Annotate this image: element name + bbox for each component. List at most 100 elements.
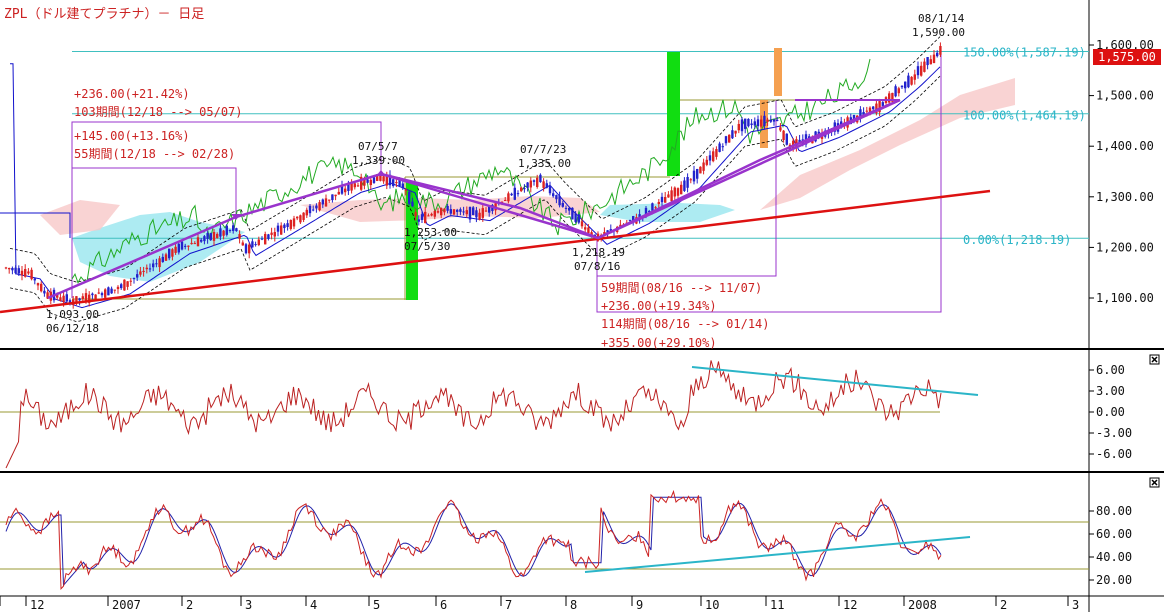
ma-blue-line — [10, 63, 941, 309]
candle-body — [763, 115, 766, 126]
candle-body — [276, 225, 280, 232]
candle-body — [376, 174, 379, 181]
candle-body — [27, 271, 30, 274]
candle-body — [872, 106, 875, 110]
candle-body — [584, 227, 587, 230]
candle-body — [446, 205, 449, 211]
candle-body — [936, 52, 939, 57]
candle-body — [264, 233, 267, 245]
candle-body — [30, 269, 33, 280]
candle-body — [171, 249, 174, 257]
candle-body — [507, 193, 510, 202]
candle-body — [760, 119, 763, 127]
candle-body — [302, 212, 305, 220]
candle-body — [296, 216, 299, 219]
candle-body — [731, 130, 734, 139]
candle-body — [174, 246, 177, 253]
candle-body — [84, 293, 88, 303]
candle-body — [286, 223, 289, 228]
candle-body — [750, 123, 753, 125]
candle-body — [587, 227, 590, 234]
candle-body — [785, 133, 788, 145]
candle-body — [769, 119, 772, 122]
candle-body — [155, 263, 158, 265]
chart-title: ZPL（ドル建てプラチナ）－ 日足 — [4, 7, 204, 22]
candle-body — [372, 177, 376, 183]
candle-body — [4, 267, 8, 269]
candle-body — [734, 130, 737, 134]
candle-body — [452, 209, 456, 215]
candle-body — [859, 109, 862, 119]
candle-body — [334, 194, 337, 197]
candle-body — [475, 210, 478, 218]
candle-body — [216, 233, 219, 238]
candle-body — [932, 54, 936, 64]
axes: 1,600.00 1,500.00 1,400.00 1,300.00 1,200.00… — [0, 38, 1154, 612]
candle-body — [97, 292, 100, 294]
pivot-price-label: 1,253.00 — [404, 226, 457, 239]
candle-body — [382, 176, 385, 182]
candle-body — [59, 297, 62, 301]
range-box-114 — [596, 52, 942, 313]
stoch-tick-label: 80.00 — [1096, 504, 1132, 518]
candle-body — [798, 139, 801, 143]
range-note-line: 114期間(08/16 --> 01/14) — [601, 317, 770, 331]
close-icon[interactable] — [1149, 354, 1160, 365]
candle-body — [209, 233, 212, 240]
candle-body — [676, 188, 680, 196]
candle-body — [366, 179, 369, 183]
candle-body — [158, 258, 161, 268]
candlesticks — [4, 42, 942, 309]
candle-body — [132, 278, 136, 280]
candle-body — [619, 224, 622, 227]
candle-body — [456, 209, 459, 212]
month-tick-label: 11 — [770, 598, 784, 612]
stoch-tick-label: 20.00 — [1096, 573, 1132, 587]
candle-body — [888, 93, 891, 103]
candle-body — [737, 123, 740, 131]
candle-body — [510, 193, 513, 196]
candle-body — [516, 193, 520, 195]
pivot-date-label: 07/7/23 — [520, 143, 566, 156]
month-tick-label: 10 — [705, 598, 719, 612]
month-tick-label: 3 — [245, 598, 252, 612]
osc-tick-label: -6.00 — [1096, 447, 1132, 461]
candle-body — [916, 66, 920, 76]
osc-tick-label: 6.00 — [1096, 363, 1125, 377]
candle-body — [8, 268, 11, 270]
candle-body — [568, 207, 571, 211]
band-upper-line — [9, 36, 941, 283]
candle-body — [523, 188, 526, 190]
candle-body — [430, 213, 433, 216]
month-tick-label: 2007 — [112, 598, 141, 612]
candle-body — [644, 207, 648, 215]
candle-body — [648, 211, 651, 213]
candle-body — [161, 256, 164, 263]
candle-body — [548, 185, 552, 194]
candle-body — [577, 214, 580, 223]
candle-body — [62, 295, 65, 302]
candle-body — [139, 271, 142, 275]
price-tick-label: 1,600.00 — [1096, 38, 1154, 52]
candle-body — [33, 278, 36, 281]
candle-body — [273, 231, 276, 237]
close-icon[interactable] — [1149, 477, 1160, 488]
candle-body — [782, 130, 785, 141]
candle-body — [923, 61, 926, 72]
candle-body — [929, 59, 932, 65]
candle-body — [78, 298, 81, 301]
candle-body — [628, 220, 632, 222]
candle-body — [651, 203, 654, 211]
candle-body — [136, 274, 139, 278]
month-tick-label: 12 — [843, 598, 857, 612]
long-term-trendline — [0, 189, 991, 314]
stoch-fast-line — [5, 489, 942, 591]
candle-body — [385, 175, 388, 186]
candle-body — [680, 184, 683, 195]
month-tick-label: 2 — [1000, 598, 1007, 612]
candle-body — [65, 294, 68, 302]
candle-body — [766, 119, 769, 122]
candle-body — [177, 243, 180, 253]
candle-body — [545, 183, 548, 188]
